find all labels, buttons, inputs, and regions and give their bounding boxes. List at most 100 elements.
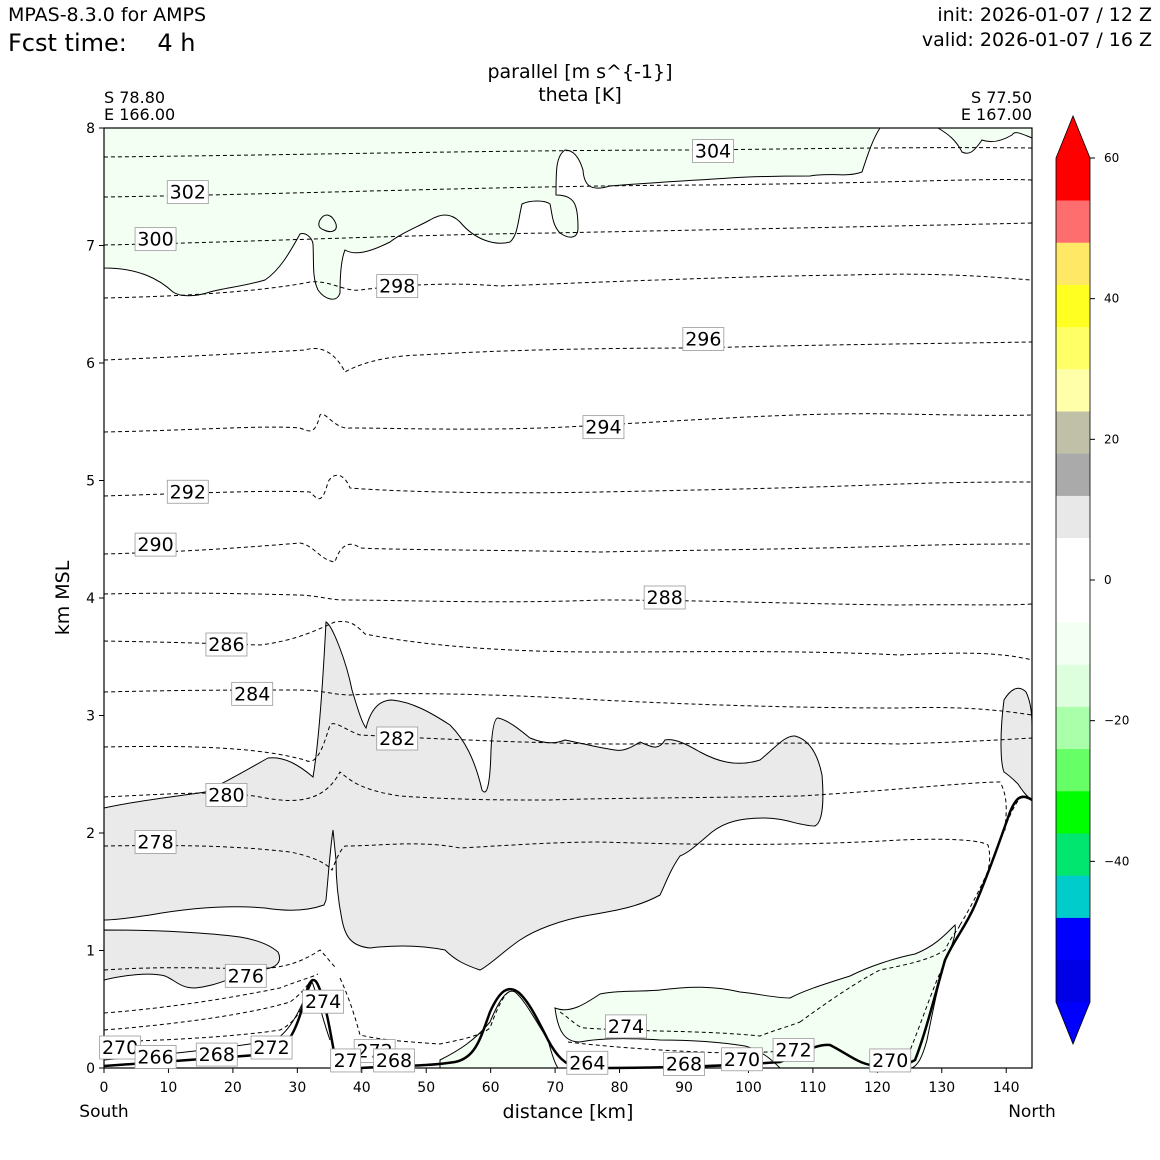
theta-label-box xyxy=(373,1048,415,1073)
theta-label: 298 xyxy=(376,274,419,299)
colorbar-segment xyxy=(1056,326,1090,370)
theta-label-text: 270 xyxy=(102,1037,138,1059)
theta-contour xyxy=(567,1041,801,1054)
colorbar-segment xyxy=(1056,495,1090,539)
colorbar-segment xyxy=(1056,959,1090,1003)
y-tick-label: 7 xyxy=(86,239,95,255)
wind-region-north-slope-grey xyxy=(1000,687,1033,801)
x-tick-label: 120 xyxy=(864,1080,891,1096)
theta-contour xyxy=(103,621,1033,661)
theta-label-box xyxy=(231,681,274,706)
theta-label: 302 xyxy=(166,180,209,205)
theta-contour xyxy=(339,977,516,1045)
theta-label: 282 xyxy=(376,726,419,751)
colorbar-segment xyxy=(1056,580,1090,623)
colorbar-segment xyxy=(1056,791,1090,834)
colorbar-segment xyxy=(1056,200,1090,243)
theta-label-text: 286 xyxy=(208,634,244,656)
theta-label-text: 294 xyxy=(585,417,621,439)
theta-label: 288 xyxy=(643,585,686,610)
theta-label: 270 xyxy=(99,1035,142,1060)
colorbar-segment xyxy=(1056,833,1090,876)
colorbar-tick-label: 40 xyxy=(1104,292,1119,306)
y-tick-label: 6 xyxy=(86,356,95,372)
x-tick-label: 110 xyxy=(800,1080,827,1096)
x-tick-label: 80 xyxy=(611,1080,629,1096)
colorbar-tick-label: −20 xyxy=(1104,714,1129,728)
theta-label-box xyxy=(692,139,734,163)
theta-contour xyxy=(103,273,1033,299)
x-right-label: North xyxy=(1008,1102,1056,1122)
theta-label-text: 274 xyxy=(305,991,341,1013)
theta-label-text: 284 xyxy=(234,683,270,705)
theta-label-box xyxy=(134,532,177,557)
colorbar-segment xyxy=(1056,284,1090,328)
end-lat: S 77.50 xyxy=(971,88,1032,107)
theta-label-text: 288 xyxy=(647,587,683,609)
theta-label: 274 xyxy=(605,1014,647,1039)
y-tick-label: 2 xyxy=(86,826,95,842)
theta-label-text: 282 xyxy=(379,728,415,750)
theta-label-box xyxy=(376,726,419,751)
colorbar-segment xyxy=(1056,664,1090,707)
theta-label-text: 272 xyxy=(253,1037,289,1059)
x-tick-label: 40 xyxy=(353,1080,371,1096)
theta-label-text: 272 xyxy=(775,1039,811,1061)
theta-label-text: 280 xyxy=(208,784,244,806)
theta-label: 294 xyxy=(582,415,625,440)
colorbar-segment xyxy=(1056,453,1090,496)
theta-contour xyxy=(103,771,1007,833)
theta-label-box xyxy=(166,180,209,205)
y-tick-label: 5 xyxy=(86,474,95,490)
theta-label-box xyxy=(134,1045,177,1069)
theta-label-box xyxy=(166,479,209,504)
theta-label-text: 300 xyxy=(137,229,173,251)
colorbar-tick-label: 0 xyxy=(1104,573,1112,587)
colorbar-segment xyxy=(1056,917,1090,961)
theta-label-text: 270 xyxy=(872,1050,908,1072)
theta-label-text: 274 xyxy=(608,1016,644,1038)
y-tick-label: 8 xyxy=(86,121,95,137)
theta-label: 268 xyxy=(663,1052,705,1076)
theta-contour xyxy=(103,973,319,1014)
theta-label-text: 296 xyxy=(685,329,721,351)
init-time: init: 2026-01-07 / 12 Z xyxy=(937,4,1152,26)
theta-label-text: 268 xyxy=(666,1053,702,1075)
colorbar-segment xyxy=(1056,537,1090,581)
theta-label-box xyxy=(663,1052,705,1076)
terrain-line xyxy=(103,795,1033,1070)
theta-label-text: 270 xyxy=(724,1049,760,1071)
theta-contour xyxy=(103,981,311,1031)
colorbar-tick-label: −40 xyxy=(1104,854,1129,868)
theta-label: 300 xyxy=(134,227,177,252)
theta-label: 280 xyxy=(205,783,248,807)
forecast-time: Fcst time: 4 h xyxy=(8,29,195,57)
theta-label-text: 268 xyxy=(376,1050,412,1072)
theta-labels: 304 302 300 298 296 294 292 290 288 286 284 282 280 2… xyxy=(99,139,912,1076)
theta-label: 264 xyxy=(566,1050,609,1075)
colorbar-outline xyxy=(1055,114,1091,1046)
colorbar: 60 40 20 0 −20 −40 xyxy=(1055,114,1129,1046)
theta-label-box xyxy=(605,1014,647,1039)
x-tick-label: 30 xyxy=(288,1080,306,1096)
theta-label-text: 290 xyxy=(137,534,173,556)
x-tick-label: 50 xyxy=(417,1080,435,1096)
theta-label-box xyxy=(566,1050,609,1075)
wind-region-central-low-green xyxy=(439,990,559,1069)
wind-region-northeast-green xyxy=(936,127,1033,154)
colorbar-extend-max xyxy=(1056,116,1090,158)
wind-region-upper-green xyxy=(103,127,881,300)
theta-label: 268 xyxy=(195,1042,238,1067)
x-tick-label: 20 xyxy=(224,1080,242,1096)
colorbar-segment xyxy=(1056,622,1090,665)
theta-label-box xyxy=(250,1035,293,1060)
end-lon: E 167.00 xyxy=(961,105,1032,124)
theta-label-box xyxy=(376,274,419,299)
valid-time: valid: 2026-01-07 / 16 Z xyxy=(921,29,1152,51)
colorbar-segment xyxy=(1056,242,1090,285)
x-tick-label: 0 xyxy=(100,1080,109,1096)
theta-contour xyxy=(103,222,1033,246)
wind-region-small-blob xyxy=(318,214,337,233)
colorbar-segment xyxy=(1056,369,1090,412)
